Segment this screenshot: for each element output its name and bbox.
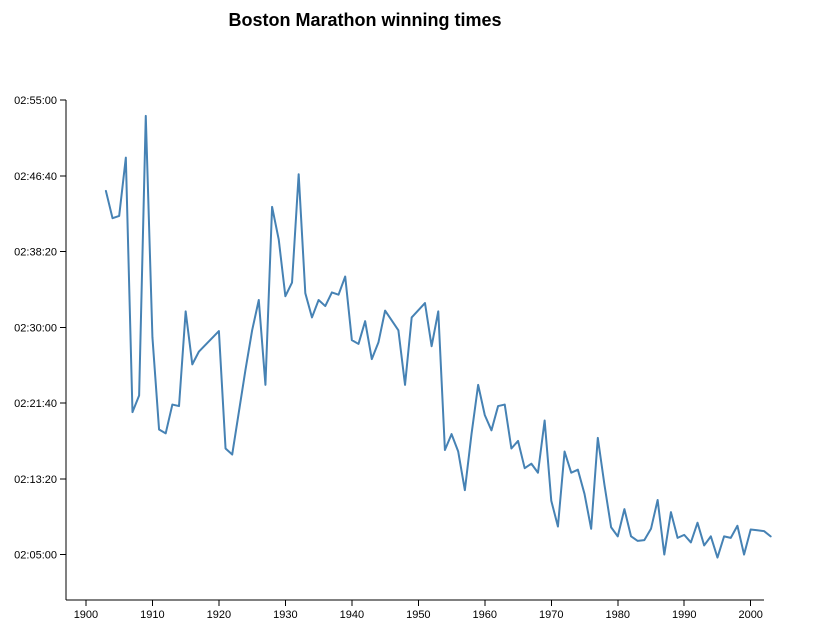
- y-tick-label: 02:38:20: [14, 247, 57, 259]
- x-tick-label: 1900: [74, 609, 98, 621]
- y-tick-label: 02:55:00: [14, 95, 57, 107]
- x-tick-label: 1950: [406, 609, 430, 621]
- x-tick-label: 1980: [606, 609, 630, 621]
- y-axis: 02:05:00 02:13:20 02:21:40 02:30:00 02:38:20…: [14, 95, 67, 600]
- y-tick-label: 02:30:00: [14, 322, 57, 334]
- x-tick-label: 2000: [738, 609, 762, 621]
- x-axis: 1900 1910 1920 1930 1940 1950 1960 1970 1980 1990…: [66, 599, 764, 621]
- y-tick-label: 02:13:20: [14, 474, 57, 486]
- x-tick-label: 1920: [207, 609, 231, 621]
- x-tick-label: 1930: [273, 609, 297, 621]
- x-tick-label: 1910: [140, 609, 164, 621]
- x-tick-label: 1960: [473, 609, 497, 621]
- chart-title: Boston Marathon winning times: [228, 10, 502, 30]
- x-tick-label: 1970: [539, 609, 563, 621]
- y-tick-label: 02:05:00: [14, 550, 57, 562]
- x-tick-label: 1940: [340, 609, 364, 621]
- y-tick-label: 02:21:40: [14, 398, 57, 410]
- x-tick-label: 1990: [672, 609, 696, 621]
- y-tick-label: 02:46:40: [14, 171, 57, 183]
- series-layer: [104, 114, 772, 559]
- series-line-0: [104, 114, 772, 559]
